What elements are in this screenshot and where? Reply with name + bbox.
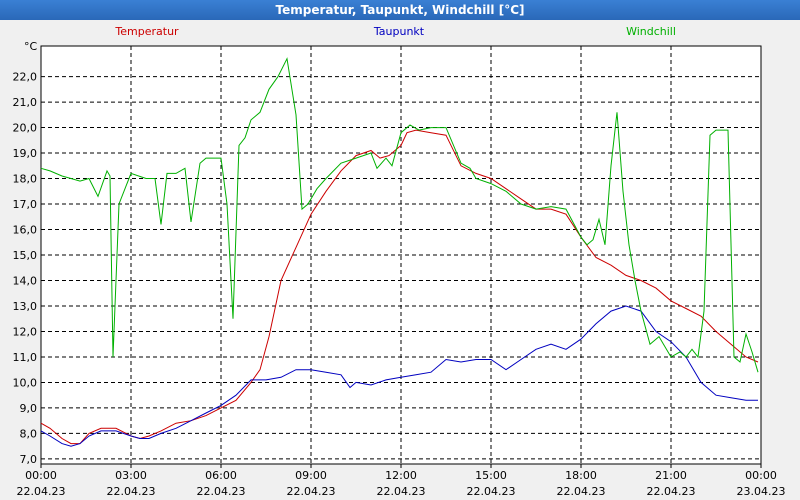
window-title: Temperatur, Taupunkt, Windchill [°C] xyxy=(0,0,800,20)
y-tick-label: 8,0 xyxy=(20,427,38,440)
y-tick-label: 17,0 xyxy=(13,198,38,211)
x-tick-date-label: 23.04.23 xyxy=(737,485,786,498)
y-tick-label: 11,0 xyxy=(13,351,38,364)
y-tick-label: 19,0 xyxy=(13,147,38,160)
y-tick-label: 15,0 xyxy=(13,249,38,262)
x-tick-time-label: 00:00 xyxy=(745,469,777,482)
x-tick-time-label: 12:00 xyxy=(385,469,417,482)
x-tick-time-label: 03:00 xyxy=(115,469,147,482)
series-line-windchill xyxy=(40,57,759,373)
series-line-taupunkt xyxy=(40,305,758,447)
y-tick-label: 21,0 xyxy=(13,96,38,109)
x-axis-ticks: 00:00 22.04.23 03:00 22.04.23 06:00 22.04.23 0… xyxy=(17,464,786,498)
grid xyxy=(41,46,761,464)
x-tick-date-label: 22.04.23 xyxy=(647,485,696,498)
x-tick-time-label: 15:00 xyxy=(475,469,507,482)
x-tick-date-label: 22.04.23 xyxy=(17,485,66,498)
x-tick-date-label: 22.04.23 xyxy=(287,485,336,498)
x-tick-time-label: 18:00 xyxy=(565,469,597,482)
x-tick-date-label: 22.04.23 xyxy=(377,485,426,498)
x-tick-time-label: 06:00 xyxy=(205,469,237,482)
y-tick-label: 9,0 xyxy=(20,402,38,415)
y-axis-ticks: 7,0 8,0 9,0 10,0 11,0 12,0 13,0 14,0 15,0 16,0 17,… xyxy=(13,71,38,466)
y-tick-label: 20,0 xyxy=(13,122,38,135)
y-tick-label: 12,0 xyxy=(13,325,38,338)
y-tick-label: 14,0 xyxy=(13,274,38,287)
y-tick-label: 10,0 xyxy=(13,376,38,389)
x-tick-date-label: 22.04.23 xyxy=(467,485,516,498)
x-tick-time-label: 09:00 xyxy=(295,469,327,482)
legend-temperatur: Temperatur xyxy=(114,25,179,38)
x-tick-date-label: 22.04.23 xyxy=(107,485,156,498)
y-tick-label: 7,0 xyxy=(20,453,38,466)
legend-windchill: Windchill xyxy=(626,25,676,38)
y-tick-label: 22,0 xyxy=(13,71,38,84)
legend: Temperatur Taupunkt Windchill xyxy=(114,25,676,38)
y-tick-label: 13,0 xyxy=(13,300,38,313)
y-tick-label: 18,0 xyxy=(13,173,38,186)
x-tick-time-label: 00:00 xyxy=(25,469,57,482)
x-tick-date-label: 22.04.23 xyxy=(557,485,606,498)
chart: 7,0 8,0 9,0 10,0 11,0 12,0 13,0 14,0 15,0 16,0 17,… xyxy=(0,20,800,500)
x-tick-time-label: 21:00 xyxy=(655,469,687,482)
x-tick-date-label: 22.04.23 xyxy=(197,485,246,498)
series-lines xyxy=(40,57,759,447)
legend-taupunkt: Taupunkt xyxy=(373,25,425,38)
y-axis-unit-label: °C xyxy=(24,40,38,53)
y-tick-label: 16,0 xyxy=(13,224,38,237)
